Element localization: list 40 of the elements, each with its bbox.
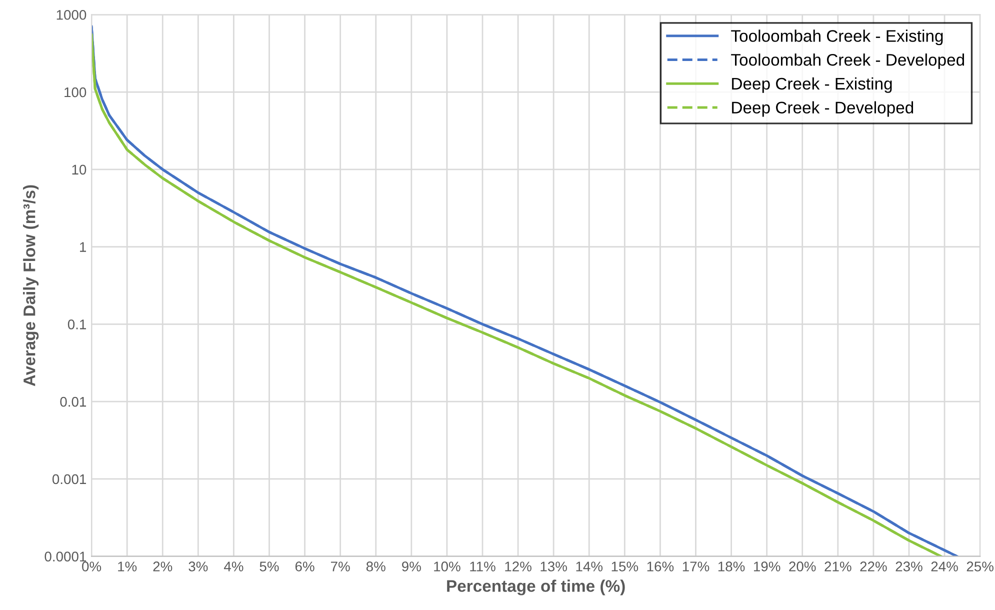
x-tick-label: 22% <box>860 562 887 572</box>
x-tick-label: 0% <box>82 562 102 572</box>
legend-label: Deep Creek - Existing <box>732 77 892 93</box>
x-tick-label: 19% <box>754 562 780 572</box>
x-tick-label: 12% <box>505 562 532 572</box>
x-tick-label: 4% <box>224 562 244 572</box>
y-tick-label: 10 <box>72 164 86 175</box>
x-tick-label: 8% <box>366 562 386 572</box>
x-tick-label: 5% <box>260 562 279 572</box>
y-tick-label: 1 <box>80 242 86 252</box>
y-tick-label: 0.1 <box>68 320 86 330</box>
y-tick-label: 0.001 <box>52 474 86 484</box>
x-tick-label: 16% <box>647 562 674 572</box>
legend-label: Tooloombah Creek - Developed <box>731 54 964 70</box>
x-axis-title: Percentage of time (%) <box>447 580 625 596</box>
x-tick-label: 6% <box>295 562 314 572</box>
x-tick-label: 20% <box>789 562 816 572</box>
x-tick-label: 25% <box>966 562 994 572</box>
y-axis-title: Average Daily Flow (m³/s) <box>23 185 39 386</box>
x-tick-label: 2% <box>153 562 172 572</box>
x-tick-label: 24% <box>931 562 958 572</box>
x-tick-label: 15% <box>612 562 638 572</box>
y-tick-label: 0.0001 <box>44 552 86 562</box>
x-tick-label: 3% <box>188 562 208 572</box>
x-tick-label: 21% <box>824 562 852 572</box>
x-tick-label: 9% <box>402 562 421 572</box>
x-tick-label: 13% <box>540 562 567 572</box>
x-tick-label: 10% <box>434 562 460 572</box>
x-tick-label: 11% <box>470 562 496 572</box>
y-tick-label: 100 <box>64 87 86 98</box>
legend-label: Deep Creek - Developed <box>732 101 914 117</box>
legend-label: Tooloombah Creek - Existing <box>731 30 943 46</box>
x-tick-label: 17% <box>682 562 710 572</box>
x-tick-label: 1% <box>118 562 137 572</box>
y-tick-label: 0.01 <box>60 396 86 407</box>
x-tick-label: 23% <box>896 562 922 572</box>
x-tick-label: 18% <box>718 562 745 572</box>
x-tick-label: 7% <box>331 562 350 572</box>
y-tick-label: 1000 <box>56 10 86 20</box>
x-tick-label: 14% <box>576 562 603 572</box>
